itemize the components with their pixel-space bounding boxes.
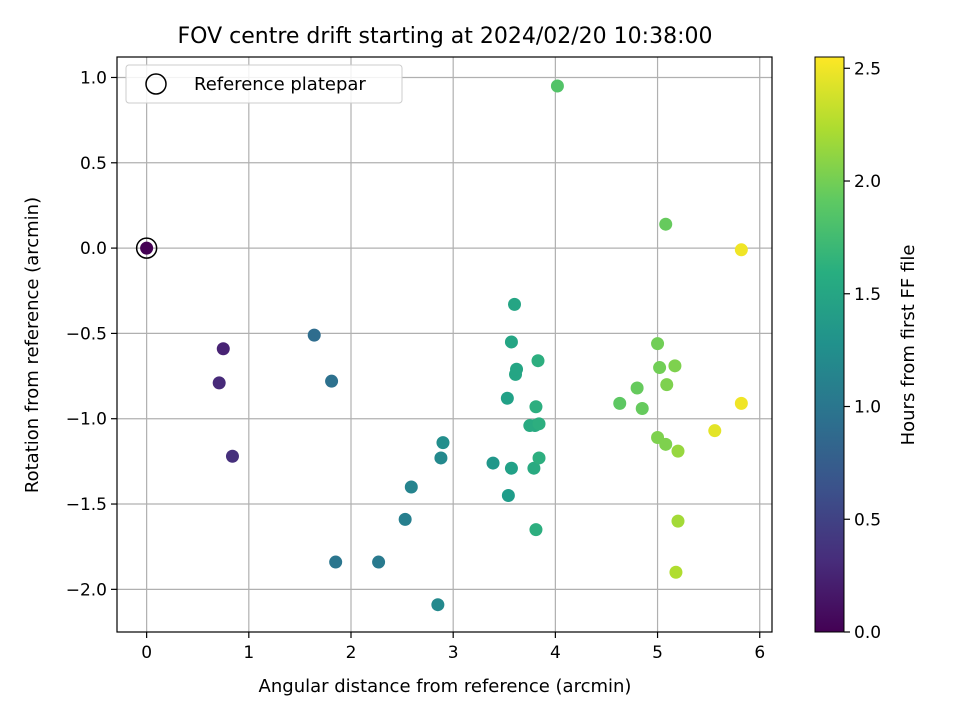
data-point xyxy=(504,335,518,349)
data-point xyxy=(431,598,445,612)
data-point xyxy=(653,361,667,375)
data-point xyxy=(671,444,685,458)
data-point xyxy=(434,451,448,465)
data-point xyxy=(372,555,386,569)
y-tick-label: −1.0 xyxy=(66,410,107,430)
data-point xyxy=(708,424,722,438)
data-point xyxy=(500,391,514,405)
data-point xyxy=(307,328,321,342)
legend-box xyxy=(125,64,403,104)
x-tick-label: 0 xyxy=(141,643,152,663)
colorbar-tick-label: 2.5 xyxy=(854,59,881,79)
data-point xyxy=(734,396,748,410)
colorbar-tick-label: 1.5 xyxy=(854,285,881,305)
data-point xyxy=(635,401,649,415)
data-point xyxy=(398,512,412,526)
data-point xyxy=(671,514,685,528)
data-point xyxy=(669,565,683,579)
legend-marker-icon xyxy=(145,73,167,95)
data-point xyxy=(140,241,154,255)
colorbar-tick-label: 0.5 xyxy=(854,510,881,530)
y-tick-label: 1.0 xyxy=(80,68,107,88)
chart-title: FOV centre drift starting at 2024/02/20 … xyxy=(178,24,713,49)
colorbar-tick-label: 1.0 xyxy=(854,398,881,418)
y-tick-label: 0.5 xyxy=(80,154,107,174)
data-point xyxy=(659,437,673,451)
x-tick-label: 3 xyxy=(448,643,459,663)
data-point xyxy=(527,461,541,475)
data-point xyxy=(630,381,644,395)
y-tick-label: −1.5 xyxy=(66,495,107,515)
colorbar-label: Hours from first FF file xyxy=(898,245,919,446)
x-tick-label: 1 xyxy=(243,643,254,663)
x-tick-label: 5 xyxy=(652,643,663,663)
data-point xyxy=(529,523,543,537)
data-point xyxy=(501,489,515,503)
x-tick-label: 6 xyxy=(754,643,765,663)
data-point xyxy=(325,374,339,388)
data-point xyxy=(734,243,748,257)
colorbar-ticks: 0.0 0.5 1.0 1.5 2.0 2.5 xyxy=(844,59,881,643)
grid xyxy=(117,57,772,632)
legend: Reference platepar xyxy=(125,64,403,104)
data-point xyxy=(668,359,682,373)
y-axis-label: Rotation from reference (arcmin) xyxy=(22,197,43,493)
y-tick-label: −2.0 xyxy=(66,580,107,600)
y-axis-ticks: 1.0 0.5 0.0 −0.5 −1.0 −1.5 −2.0 xyxy=(66,68,117,600)
data-point xyxy=(550,79,564,93)
colorbar-gradient xyxy=(814,56,845,633)
data-point xyxy=(659,217,673,231)
y-tick-label: 0.0 xyxy=(80,239,107,259)
data-point xyxy=(510,362,524,376)
data-points xyxy=(135,79,748,612)
legend-label-reference: Reference platepar xyxy=(194,74,366,95)
colorbar: 0.0 0.5 1.0 1.5 2.0 2.5 Hours from first FF f… xyxy=(814,56,919,643)
data-point xyxy=(329,555,343,569)
colorbar-tick-label: 0.0 xyxy=(854,623,881,643)
y-tick-label: −0.5 xyxy=(66,324,107,344)
data-point xyxy=(651,337,665,351)
x-tick-label: 2 xyxy=(346,643,357,663)
data-point xyxy=(529,400,543,414)
data-point xyxy=(225,449,239,463)
data-point xyxy=(504,461,518,475)
data-point xyxy=(613,396,627,410)
x-tick-label: 4 xyxy=(550,643,561,663)
x-axis-label: Angular distance from reference (arcmin) xyxy=(259,676,632,697)
data-point xyxy=(404,480,418,494)
x-axis-ticks: 0 1 2 3 4 5 6 xyxy=(141,632,765,663)
plot-area-frame xyxy=(116,56,773,633)
data-point xyxy=(212,376,226,390)
reference-marker xyxy=(135,237,158,259)
data-point xyxy=(660,378,674,392)
data-point xyxy=(507,297,521,311)
data-point xyxy=(532,417,546,431)
data-point xyxy=(436,436,450,450)
data-point xyxy=(216,342,230,356)
data-point xyxy=(532,451,546,465)
colorbar-tick-label: 2.0 xyxy=(854,172,881,192)
data-point xyxy=(531,354,545,368)
data-point xyxy=(486,456,500,470)
